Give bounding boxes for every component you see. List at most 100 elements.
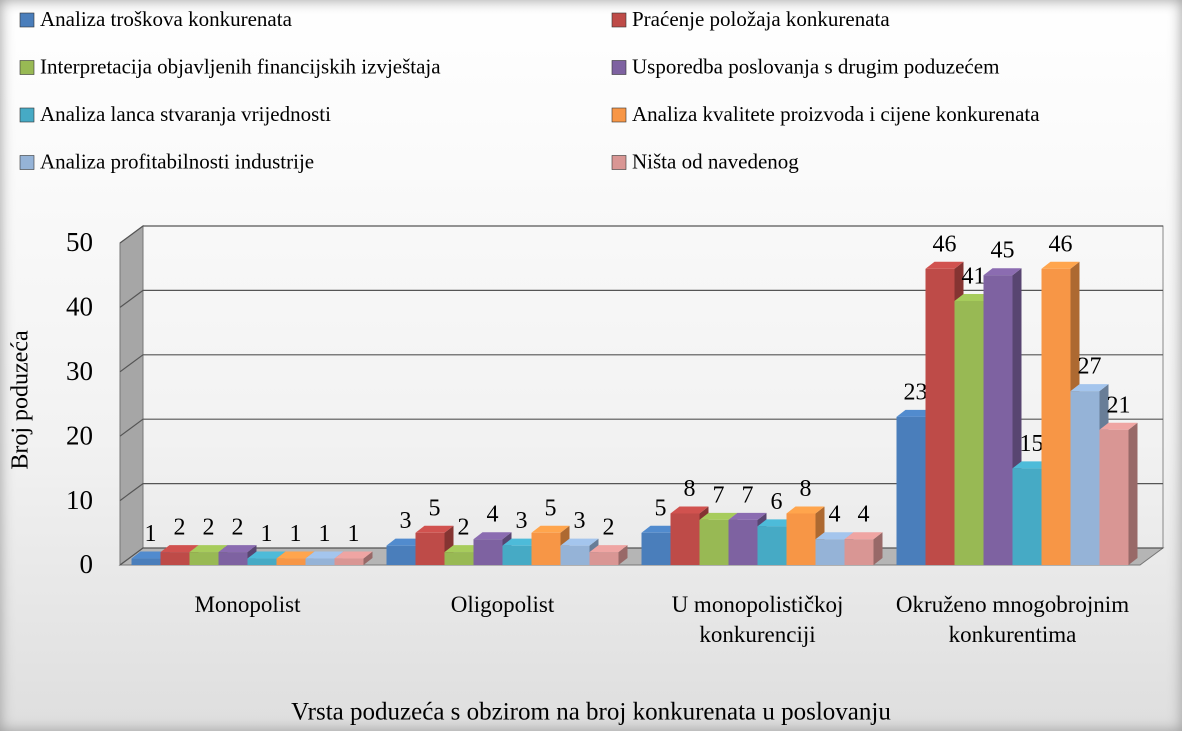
legend-swatch (19, 155, 35, 170)
bar-top (757, 519, 796, 527)
value-label: 4 (487, 502, 499, 528)
bar-top (189, 545, 228, 553)
value-label: 5 (429, 495, 441, 521)
bar (131, 558, 161, 565)
bar-top (1041, 261, 1080, 269)
value-label: 1 (348, 521, 360, 547)
bar (386, 545, 416, 565)
value-label: 1 (145, 521, 157, 547)
bar-top (641, 525, 680, 533)
bar-side (363, 551, 373, 565)
bar (954, 300, 984, 565)
value-label: 46 (1049, 231, 1073, 257)
grid-line (119, 483, 1163, 502)
bar (1070, 391, 1100, 565)
bar-top (276, 551, 315, 559)
bar-top (589, 545, 628, 553)
bar (670, 513, 700, 565)
bar-top (925, 261, 964, 269)
bar (589, 552, 619, 565)
bar-top (334, 551, 373, 559)
x-tick-label: Oligopolist (450, 592, 555, 617)
legend-label: Analiza profitabilnosti industrije (40, 149, 314, 173)
legend-label: Analiza kvalitete proizvoda i cijene kon… (632, 102, 1040, 126)
value-label: 3 (574, 508, 586, 534)
bar (473, 539, 503, 565)
legend-swatch (611, 155, 627, 170)
bar (1099, 429, 1129, 565)
y-tick-label: 50 (66, 227, 93, 257)
side-wall (119, 225, 144, 566)
bar (276, 558, 306, 565)
bar (786, 513, 816, 565)
bar (699, 519, 729, 565)
bar (1012, 468, 1042, 565)
bar-top (502, 538, 541, 546)
bar-top (415, 525, 454, 533)
grid-line (119, 354, 1163, 373)
value-label: 1 (290, 521, 302, 547)
value-label: 23 (904, 379, 928, 405)
value-label: 4 (829, 502, 841, 528)
x-tick-label: Okruženo mnogobrojnim konkurentima (895, 592, 1130, 647)
x-tick-label: U monopolističkoj konkurenciji (671, 592, 844, 647)
bar (218, 552, 248, 565)
bar (444, 552, 474, 565)
legend-label: Analiza troškova konkurenata (40, 7, 293, 31)
bar-top (560, 538, 599, 546)
x-tick-label: Monopolist (194, 592, 301, 617)
y-tick-label: 0 (80, 549, 94, 579)
bar (896, 416, 926, 565)
bar-top (386, 538, 425, 546)
bar-top (896, 409, 935, 417)
y-tick-label: 30 (66, 356, 93, 386)
value-label: 8 (800, 476, 812, 502)
bar (728, 519, 758, 565)
bar (844, 539, 874, 565)
bar-top (160, 545, 199, 553)
bar-top (699, 512, 738, 520)
y-tick-label: 20 (66, 420, 93, 450)
bar-top (305, 551, 344, 559)
bar (189, 552, 219, 565)
value-label: 27 (1078, 354, 1102, 380)
legend-swatch (611, 12, 627, 28)
value-label: 45 (991, 238, 1015, 264)
value-label: 7 (713, 482, 725, 508)
bar-top (954, 293, 993, 301)
bar (415, 532, 445, 565)
y-tick-label: 40 (66, 292, 93, 322)
bar-top (728, 512, 767, 520)
bar (502, 545, 532, 565)
legend-swatch (19, 12, 35, 28)
bar-top (815, 532, 854, 540)
legend-label: Analiza lanca stvaranja vrijednosti (40, 102, 331, 126)
value-label: 6 (771, 489, 783, 515)
value-label: 1 (319, 521, 331, 547)
value-label: 3 (516, 508, 528, 534)
bar-top (218, 545, 257, 553)
bar-top (1012, 461, 1051, 469)
bar-top (1099, 422, 1138, 430)
legend-label: Praćenje položaja konkurenata (632, 7, 890, 31)
value-label: 1 (261, 521, 273, 547)
value-label: 2 (603, 515, 615, 541)
bar (560, 545, 590, 565)
legend-swatch (611, 107, 627, 123)
value-label: 2 (232, 515, 244, 541)
value-label: 2 (203, 515, 215, 541)
value-label: 3 (400, 508, 412, 534)
bar-top (786, 506, 825, 514)
legend-label: Interpretacija objavljenih financijskih … (40, 54, 441, 78)
value-label: 8 (684, 476, 696, 502)
grid-line (119, 225, 1163, 244)
bar (247, 558, 277, 565)
legend-swatch (19, 107, 35, 123)
bar-top (247, 551, 286, 559)
bar-top (131, 551, 170, 559)
bar-side (873, 532, 883, 565)
bar (334, 558, 364, 565)
value-label: 2 (458, 515, 470, 541)
